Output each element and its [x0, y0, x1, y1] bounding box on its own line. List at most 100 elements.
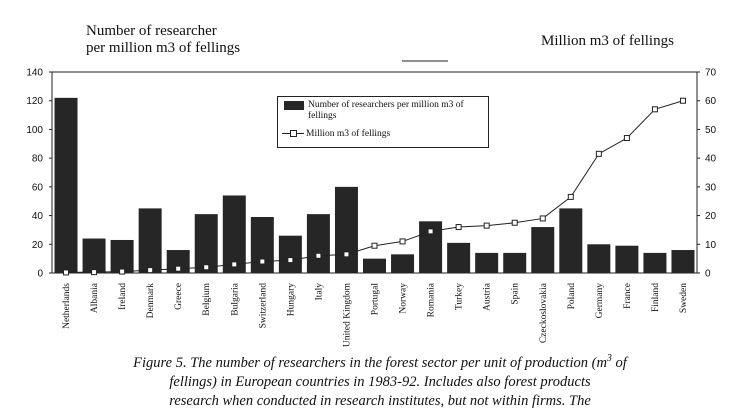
bar-7 [250, 217, 274, 273]
bar-17 [531, 227, 555, 273]
left-tick-label-3: 60 [32, 182, 44, 193]
line-point-6 [231, 261, 238, 268]
x-tick-label-17: Czeckoslovakia [539, 282, 549, 343]
right-tick-label-5: 50 [705, 125, 717, 136]
figure-caption: Figure 5. The number of researchers in t… [60, 349, 700, 411]
x-tick-label-19: Germany [595, 283, 605, 319]
left-tick-label-0: 0 [37, 269, 43, 280]
right-tick-label-4: 40 [705, 154, 717, 165]
bar-8 [278, 235, 302, 273]
legend-item-line: Million m3 of fellings [278, 129, 390, 140]
bar-16 [503, 252, 527, 273]
bar-4 [166, 250, 190, 273]
bar-11 [363, 258, 386, 273]
left-tick-label-7: 140 [26, 68, 43, 79]
line-point-4 [175, 265, 182, 272]
line-point-12 [399, 238, 406, 245]
x-tick-label-7: Switzerland [258, 283, 268, 329]
fellings-line [63, 97, 686, 276]
bar-0 [54, 97, 78, 273]
x-tick-label-18: Poland [567, 283, 577, 310]
line-point-3 [147, 267, 154, 274]
right-tick-label-0: 0 [705, 269, 711, 280]
line-point-7 [259, 258, 266, 265]
left-tick-label-1: 20 [32, 240, 44, 251]
x-tick-label-4: Greece [174, 283, 184, 310]
bar-21 [643, 252, 667, 273]
caption-line-3: research when conducted in research inst… [169, 392, 591, 409]
caption-line-2: fellings) in European countries in 1983-… [169, 373, 591, 390]
left-tick-label-6: 120 [26, 96, 43, 107]
bar-3 [138, 208, 162, 273]
right-tick-label-3: 30 [705, 182, 717, 193]
bar-2 [110, 239, 134, 273]
line-point-8 [287, 257, 294, 264]
line-point-10 [343, 251, 350, 258]
bar-9 [306, 214, 330, 273]
bar-1 [82, 238, 106, 273]
x-tick-label-6: Bulgaria [230, 282, 240, 315]
x-tick-label-10: United Kingdom [342, 282, 352, 347]
x-tick-label-2: Ireland [118, 283, 128, 310]
line-point-20 [623, 135, 630, 142]
right-tick-label-1: 10 [705, 240, 717, 251]
x-tick-label-13: Romania [427, 282, 437, 317]
x-tick-label-3: Denmark [146, 283, 156, 319]
line-point-16 [511, 219, 518, 226]
left-axis-title: Number of researcher per million m3 of f… [86, 23, 306, 57]
line-point-22 [679, 97, 686, 104]
line-point-14 [455, 224, 462, 231]
right-tick-label-7: 70 [705, 68, 717, 79]
line-point-2 [119, 268, 126, 275]
legend-bar-label: Number of researchers per million m3 of … [308, 100, 464, 121]
x-tick-label-0: Netherlands [62, 283, 72, 329]
x-tick-label-5: Belgium [202, 282, 212, 315]
line-point-0 [63, 269, 70, 276]
bar-18 [559, 208, 583, 273]
left-tick-label-5: 100 [26, 125, 43, 136]
bars [54, 97, 695, 273]
left-tick-label-2: 40 [32, 211, 44, 222]
line-point-18 [567, 193, 574, 200]
left-axis-title-line1: Number of researcher [86, 23, 217, 39]
x-tick-label-1: Albania [90, 282, 100, 313]
legend-bar-swatch [284, 101, 304, 110]
left-tick-label-4: 80 [32, 154, 44, 165]
x-tick-label-14: Turkey [455, 283, 465, 310]
legend-item-bars: Number of researchers per million m3 of … [278, 100, 488, 122]
legend-line-label: Million m3 of fellings [306, 129, 391, 139]
bar-5 [194, 214, 218, 273]
bar-19 [587, 244, 611, 273]
x-tick-label-8: Hungary [286, 283, 296, 316]
x-tick-label-12: Norway [399, 283, 409, 314]
right-axis: 0 10 20 30 40 50 60 70 [697, 68, 717, 280]
line-point-11 [371, 242, 378, 249]
left-axis: 0 20 40 60 80 100 120 140 [26, 68, 52, 280]
x-axis-labels: Netherlands Albania Ireland Denmark Greece Be… [62, 282, 689, 347]
right-axis-title: Million m3 of fellings [541, 33, 674, 49]
line-point-19 [595, 150, 602, 157]
bar-6 [222, 195, 246, 273]
bar-10 [334, 186, 358, 273]
legend: Number of researchers per million m3 of … [277, 96, 489, 148]
line-point-15 [483, 222, 490, 229]
bar-12 [391, 254, 415, 273]
bar-15 [475, 252, 499, 273]
x-tick-label-11: Portugal [371, 283, 381, 316]
line-point-13 [427, 228, 434, 235]
left-axis-title-line2: per million m3 of fellings [86, 40, 241, 56]
line-point-5 [203, 264, 210, 271]
x-tick-label-16: Spain [511, 283, 521, 305]
bar-22 [671, 250, 695, 273]
x-tick-label-22: Sweden [679, 283, 689, 313]
line-point-21 [651, 106, 658, 113]
x-tick-label-20: France [623, 283, 633, 309]
caption-line-1: Figure 5. The number of researchers in t… [133, 353, 627, 371]
right-tick-label-6: 60 [705, 96, 717, 107]
legend-line-swatch [282, 129, 304, 138]
bar-14 [447, 242, 471, 273]
right-tick-label-2: 20 [705, 211, 717, 222]
bar-13 [419, 221, 443, 273]
line-point-17 [539, 215, 546, 222]
